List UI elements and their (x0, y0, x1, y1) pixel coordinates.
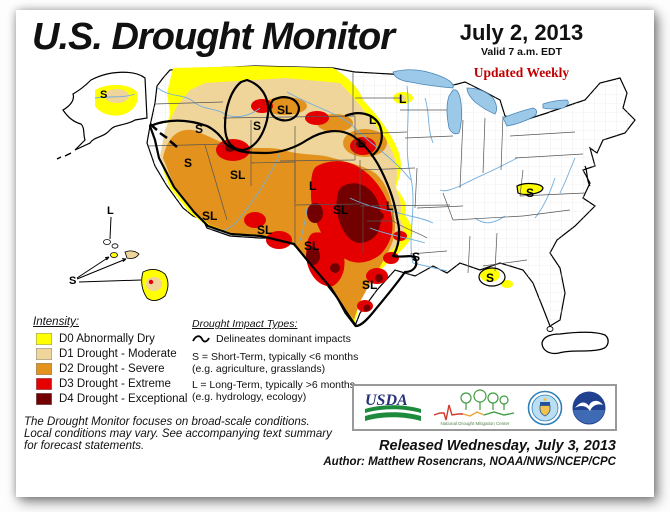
legend-label: D2 Drought - Severe (59, 362, 165, 375)
svg-text:L: L (358, 136, 365, 150)
disclaimer: The Drought Monitor focuses on broad-sca… (24, 416, 332, 452)
svg-text:L: L (386, 199, 393, 213)
legend-item: D4 Drought - Exceptional (36, 391, 187, 406)
squiggle-icon (192, 335, 210, 343)
d0-swatch (36, 332, 52, 345)
svg-text:SL: SL (202, 209, 217, 223)
legend-label: D3 Drought - Extreme (59, 377, 171, 390)
legend-item: D3 Drought - Extreme (36, 376, 187, 391)
svg-text:L: L (107, 205, 114, 217)
svg-text:S: S (486, 271, 494, 285)
d3-swatch (36, 377, 52, 390)
svg-text:S: S (195, 122, 203, 136)
alaska-inset: S (56, 71, 178, 160)
disclaimer-line: The Drought Monitor focuses on broad-sca… (24, 416, 310, 428)
great-lakes (392, 69, 569, 135)
commerce-seal-icon (527, 390, 562, 425)
svg-text:SL: SL (257, 223, 272, 237)
svg-text:S: S (526, 186, 534, 200)
noaa-logo-icon (572, 391, 606, 424)
usda-logo: USDA (365, 392, 422, 421)
legend-label: D0 Abnormally Dry (59, 332, 155, 345)
legend-heading: Intensity: (33, 316, 80, 328)
disclaimer-line: for forecast statements. (24, 439, 145, 452)
date-block: July 2, 2013 Valid 7 a.m. EDT Updated We… (434, 20, 609, 81)
svg-text:National Drought Mitigation Ce: National Drought Mitigation Center (441, 421, 511, 426)
us-drought-map: S S SL S SL SL SL L SL L SL SL S L L L S… (56, 65, 636, 355)
impact-types-heading: Drought Impact Types: (192, 318, 298, 330)
page-title: U.S. Drought Monitor (32, 16, 395, 58)
svg-text:L: L (309, 179, 316, 193)
legend-item: D1 Drought - Moderate (36, 346, 187, 361)
legend: D0 Abnormally Dry D1 Drought - Moderate … (36, 331, 187, 406)
legend-item: D0 Abnormally Dry (36, 331, 187, 346)
agency-logo-box: USDA National Drought Mitigation Center (352, 384, 617, 431)
impact-delineates-label: Delineates dominant impacts (216, 333, 351, 345)
released-date: Released Wednesday, July 3, 2013 (379, 438, 616, 454)
d2-swatch (36, 362, 52, 375)
impact-delineates-row: Delineates dominant impacts (192, 333, 351, 345)
short-term-example: (e.g. agriculture, grasslands) (192, 363, 326, 375)
legend-label: D4 Drought - Exceptional (59, 392, 188, 405)
puerto-rico-inset (541, 326, 609, 355)
legend-label: D1 Drought - Moderate (59, 347, 177, 360)
map-date: July 2, 2013 (459, 20, 584, 45)
state-borders (147, 72, 586, 274)
chesapeake-bay (584, 165, 591, 187)
svg-text:USDA: USDA (365, 392, 408, 409)
svg-text:L: L (369, 113, 376, 127)
svg-text:S: S (412, 250, 420, 264)
long-term-definition: L = Long-Term, typically >6 months (192, 379, 356, 391)
svg-text:S: S (184, 156, 192, 170)
svg-text:S: S (100, 89, 107, 101)
svg-text:SL: SL (277, 103, 292, 117)
d1-swatch (36, 347, 52, 360)
d4-swatch (36, 392, 52, 405)
svg-text:S: S (253, 119, 261, 133)
updated-weekly-note: Updated Weekly (473, 65, 570, 80)
svg-text:SL: SL (230, 168, 245, 182)
valid-time: Valid 7 a.m. EDT (480, 46, 563, 58)
ndmc-logo: National Drought Mitigation Center (434, 388, 515, 426)
short-term-definition: S = Short-Term, typically <6 months (192, 351, 359, 363)
disclaimer-line: Local conditions may vary. See accompany… (24, 427, 332, 440)
svg-text:S: S (69, 275, 76, 287)
hawaii-inset: L S (69, 205, 169, 301)
svg-text:SL: SL (362, 278, 377, 292)
impact-labels: S S SL S SL SL SL L SL L SL SL S L L L S… (184, 92, 534, 292)
svg-text:SL: SL (304, 239, 319, 253)
author-credit: Author: Matthew Rosencrans, NOAA/NWS/NCE… (323, 456, 616, 468)
drought-monitor-page: U.S. Drought Monitor July 2, 2013 Valid … (16, 10, 654, 497)
impact-outlines (148, 78, 418, 328)
svg-text:L: L (399, 92, 406, 106)
impact-outlines-thin (478, 182, 544, 287)
long-term-example: (e.g. hydrology, ecology) (192, 391, 307, 403)
legend-item: D2 Drought - Severe (36, 361, 187, 376)
drought-d4-regions (225, 140, 384, 312)
svg-text:SL: SL (333, 203, 348, 217)
